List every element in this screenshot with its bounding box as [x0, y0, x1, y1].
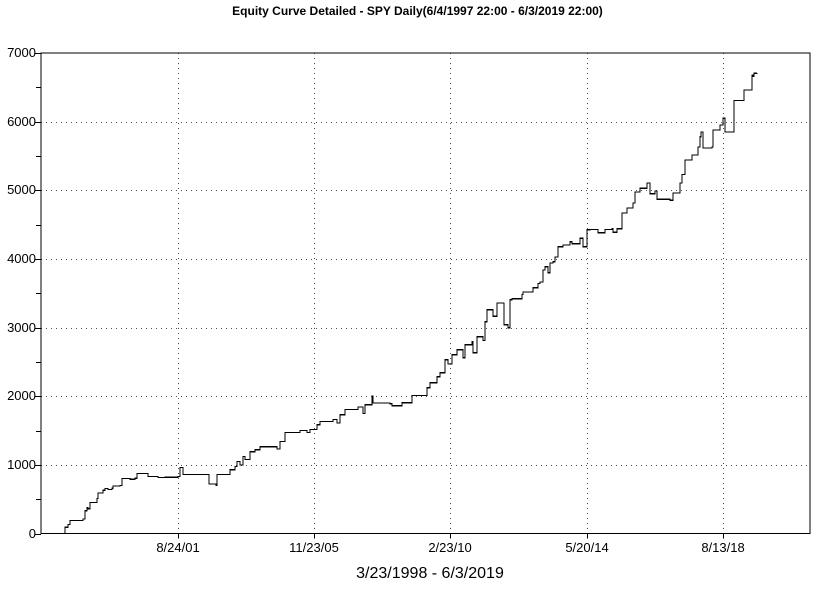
y-tick-label-4000: 4000: [7, 251, 36, 266]
y-tick-label-6000: 6000: [7, 114, 36, 129]
y-tick-label-7000: 7000: [7, 45, 36, 60]
x-tick-label-4: 5/20/14: [565, 540, 609, 555]
x-tick-label-3: 2/23/10: [428, 540, 472, 555]
plot-area[interactable]: [41, 53, 810, 534]
chart-title: Equity Curve Detailed - SPY Daily(6/4/19…: [232, 4, 603, 18]
y-tick-label-5000: 5000: [7, 182, 36, 197]
x-tick-label-2: 11/23/05: [289, 540, 339, 555]
x-tick-label-5: 8/13/18: [701, 540, 745, 555]
grid-layer: [41, 53, 810, 534]
y-tick-label-2000: 2000: [7, 388, 36, 403]
y-tick-label-3000: 3000: [7, 320, 36, 335]
date-range-label: 3/23/1998 - 6/3/2019: [356, 565, 504, 582]
y-tick-label-0: 0: [28, 526, 36, 541]
x-tick-label-1: 8/24/01: [156, 540, 200, 555]
y-tick-label-1000: 1000: [7, 457, 36, 472]
equity-curve-line: [64, 72, 758, 535]
axis-layer: [35, 53, 724, 539]
plot-border: [40, 52, 811, 534]
